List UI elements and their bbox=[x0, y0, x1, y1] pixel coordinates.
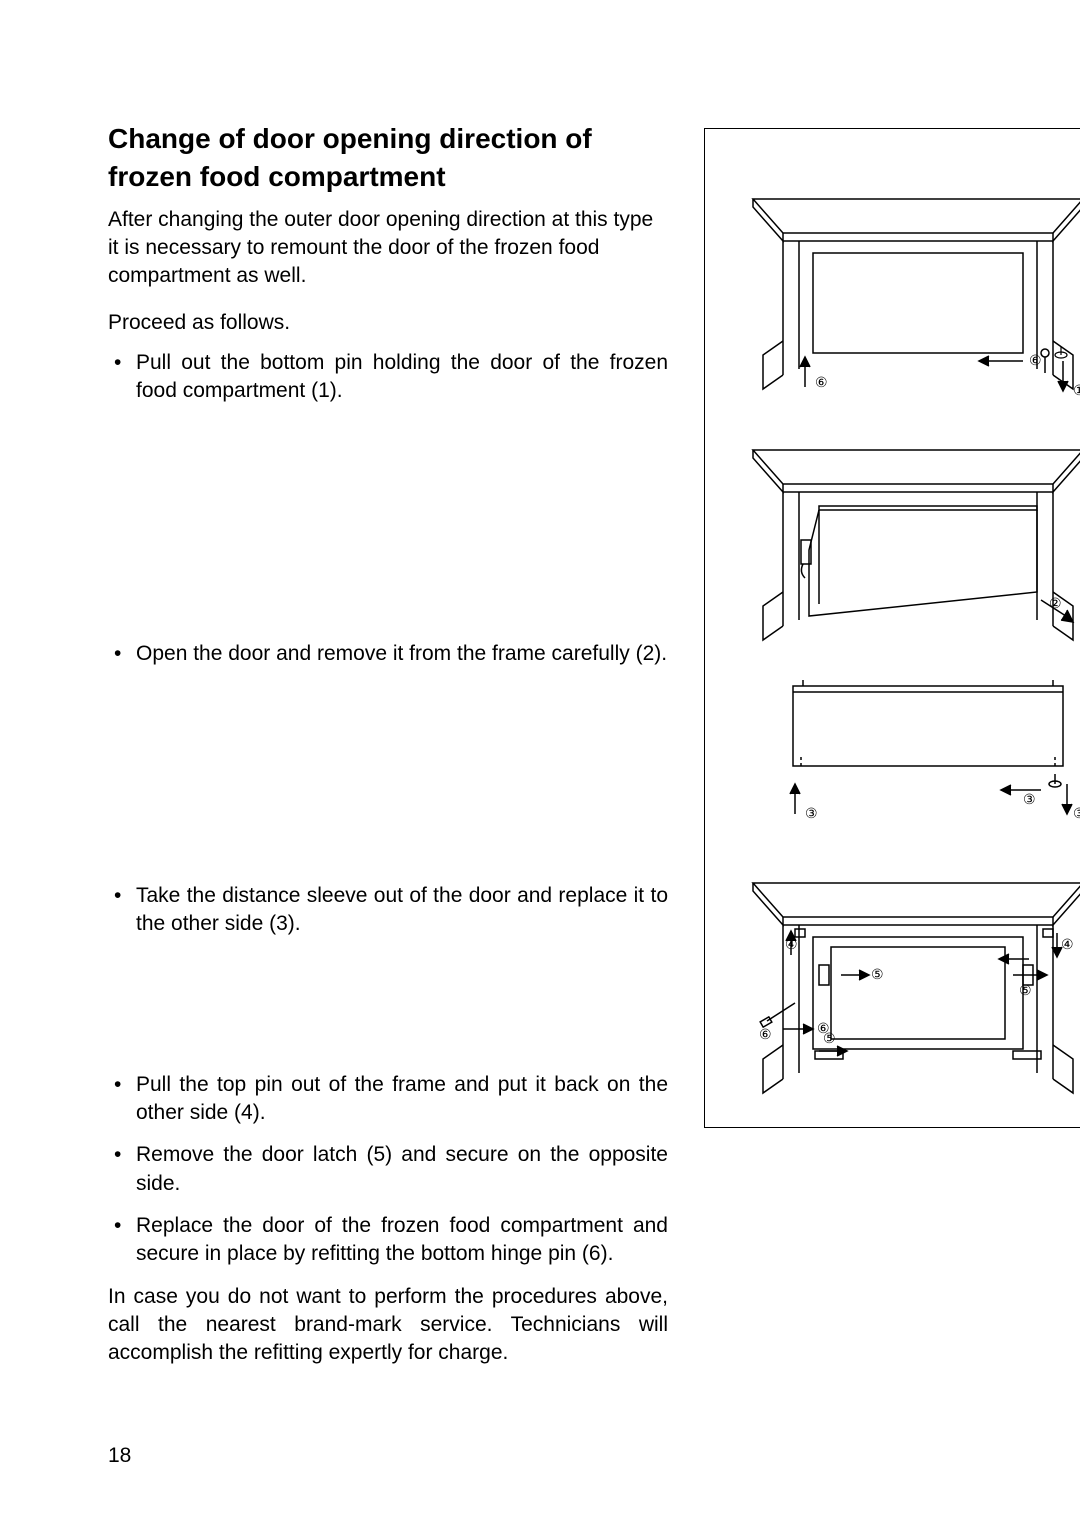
diagram-panel-1: ⑥ ⑥ ① bbox=[723, 143, 1080, 403]
diagram-panel-4: ④ ④ ⑤ ⑤ ⑤ ⑥ ⑥ bbox=[723, 843, 1080, 1113]
diagram-panel-3: ③ ③ ③ bbox=[723, 666, 1080, 836]
panel-1-svg: ⑥ ⑥ ① bbox=[723, 143, 1080, 403]
steps-list: Pull out the bottom pin holding the door… bbox=[108, 349, 668, 406]
svg-text:⑤: ⑤ bbox=[871, 966, 884, 982]
panel-3-svg: ③ ③ ③ bbox=[723, 666, 1080, 836]
step-item: Replace the door of the frozen food comp… bbox=[108, 1212, 668, 1269]
intro-paragraph: After changing the outer door opening di… bbox=[108, 206, 668, 291]
spacer bbox=[108, 953, 668, 1071]
svg-text:⑥: ⑥ bbox=[815, 374, 828, 390]
title-line: frozen food compartment bbox=[108, 161, 446, 192]
content-columns: Change of door opening direction of froz… bbox=[108, 120, 972, 1368]
svg-text:③: ③ bbox=[1023, 791, 1036, 807]
svg-text:③: ③ bbox=[1073, 805, 1080, 821]
svg-text:④: ④ bbox=[785, 936, 798, 952]
manual-page: Change of door opening direction of froz… bbox=[0, 0, 1080, 1528]
spacer bbox=[108, 420, 668, 640]
svg-text:⑥: ⑥ bbox=[817, 1020, 830, 1036]
section-title: Change of door opening direction of froz… bbox=[108, 120, 668, 196]
svg-text:②: ② bbox=[1049, 595, 1062, 611]
step-item: Take the distance sleeve out of the door… bbox=[108, 882, 668, 939]
step-item: Pull the top pin out of the frame and pu… bbox=[108, 1071, 668, 1128]
svg-text:⑥: ⑥ bbox=[759, 1026, 772, 1042]
step-item: Remove the door latch (5) and secure on … bbox=[108, 1141, 668, 1198]
svg-text:③: ③ bbox=[805, 805, 818, 821]
closing-paragraph: In case you do not want to perform the p… bbox=[108, 1283, 668, 1368]
svg-text:①: ① bbox=[1073, 382, 1080, 398]
svg-text:⑥: ⑥ bbox=[1029, 352, 1042, 368]
svg-text:⑤: ⑤ bbox=[1019, 982, 1032, 998]
text-column: Change of door opening direction of froz… bbox=[108, 120, 668, 1368]
svg-text:④: ④ bbox=[1061, 936, 1074, 952]
proceed-line: Proceed as follows. bbox=[108, 309, 668, 337]
step-item: Pull out the bottom pin holding the door… bbox=[108, 349, 668, 406]
step-item: Open the door and remove it from the fra… bbox=[108, 640, 668, 668]
steps-list: Pull the top pin out of the frame and pu… bbox=[108, 1071, 668, 1269]
steps-list: Open the door and remove it from the fra… bbox=[108, 640, 668, 668]
diagram-box: ⑥ ⑥ ① bbox=[704, 128, 1080, 1128]
diagram-panel-2: ② bbox=[723, 410, 1080, 660]
page-number: 18 bbox=[108, 1444, 131, 1468]
steps-list: Take the distance sleeve out of the door… bbox=[108, 882, 668, 939]
panel-2-svg: ② bbox=[723, 410, 1080, 660]
diagram-column: ⑥ ⑥ ① bbox=[704, 120, 1080, 1368]
panel-4-svg: ④ ④ ⑤ ⑤ ⑤ ⑥ ⑥ bbox=[723, 843, 1080, 1113]
spacer bbox=[108, 682, 668, 882]
title-line: Change of door opening direction of bbox=[108, 123, 592, 154]
